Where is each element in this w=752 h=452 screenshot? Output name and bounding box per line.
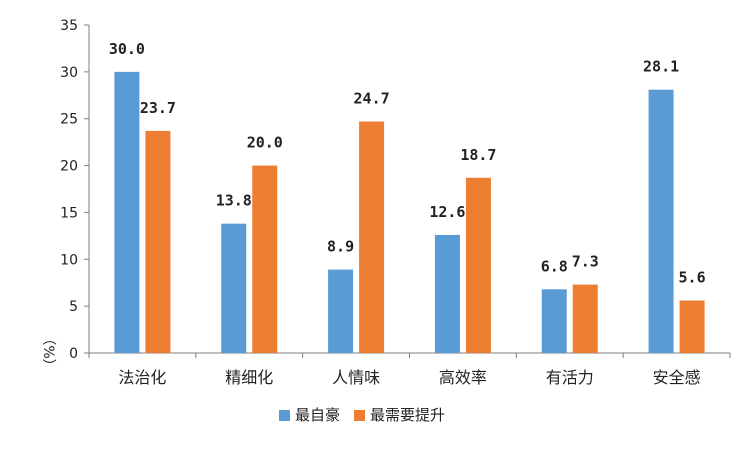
bar	[465, 177, 491, 353]
bar	[145, 130, 171, 353]
legend-label: 最需要提升	[370, 406, 445, 424]
data-label: 13.8	[216, 192, 252, 210]
x-category-label: 精细化	[225, 368, 273, 387]
y-tick-label: 10	[60, 252, 78, 268]
legend-swatch	[354, 410, 365, 421]
data-label: 24.7	[354, 90, 390, 108]
x-category-label: 安全感	[653, 368, 701, 387]
x-category-label: 人情味	[332, 368, 380, 387]
legend: 最自豪 最需要提升	[279, 406, 445, 424]
bar	[114, 71, 140, 353]
y-tick-label: 25	[60, 112, 78, 128]
bar	[328, 269, 354, 353]
y-axis: 0 5 10 15 20 25 30 35	[60, 18, 90, 362]
bar	[359, 121, 385, 353]
data-label: 12.6	[429, 203, 465, 221]
data-label: 30.0	[109, 40, 145, 58]
x-category-label: 高效率	[439, 368, 487, 387]
bar	[252, 165, 278, 353]
y-tick-label: 0	[69, 346, 78, 362]
bar	[679, 300, 705, 353]
legend-swatch	[279, 410, 290, 421]
x-category-label: 有活力	[546, 368, 594, 387]
legend-label: 最自豪	[295, 406, 340, 424]
data-label: 6.8	[541, 257, 568, 275]
bar	[648, 89, 674, 354]
data-label: 5.6	[679, 269, 706, 287]
bar	[541, 289, 567, 353]
y-axis-unit-label: （%）	[40, 331, 56, 372]
y-tick-label: 30	[60, 65, 78, 81]
data-label: 20.0	[247, 134, 283, 152]
data-labels: 30.0 13.8 8.9 12.6 6.8 28.1 23.7 20.0 24.7 18.7 7.…	[109, 40, 706, 287]
data-label: 8.9	[327, 238, 354, 256]
data-label: 7.3	[572, 253, 599, 271]
data-label: 18.7	[460, 146, 496, 164]
y-tick-label: 35	[60, 18, 78, 34]
y-tick-label: 15	[60, 205, 78, 221]
bars	[114, 71, 705, 354]
data-label: 28.1	[643, 58, 679, 76]
x-axis: 法治化 精细化 人情味 高效率 有活力 安全感	[88, 352, 731, 387]
bar	[434, 234, 460, 353]
bar	[572, 284, 598, 353]
x-category-label: 法治化	[118, 368, 166, 387]
bar	[221, 223, 247, 353]
y-tick-label: 5	[69, 299, 78, 315]
y-tick-label: 20	[60, 159, 78, 175]
data-label: 23.7	[140, 99, 176, 117]
